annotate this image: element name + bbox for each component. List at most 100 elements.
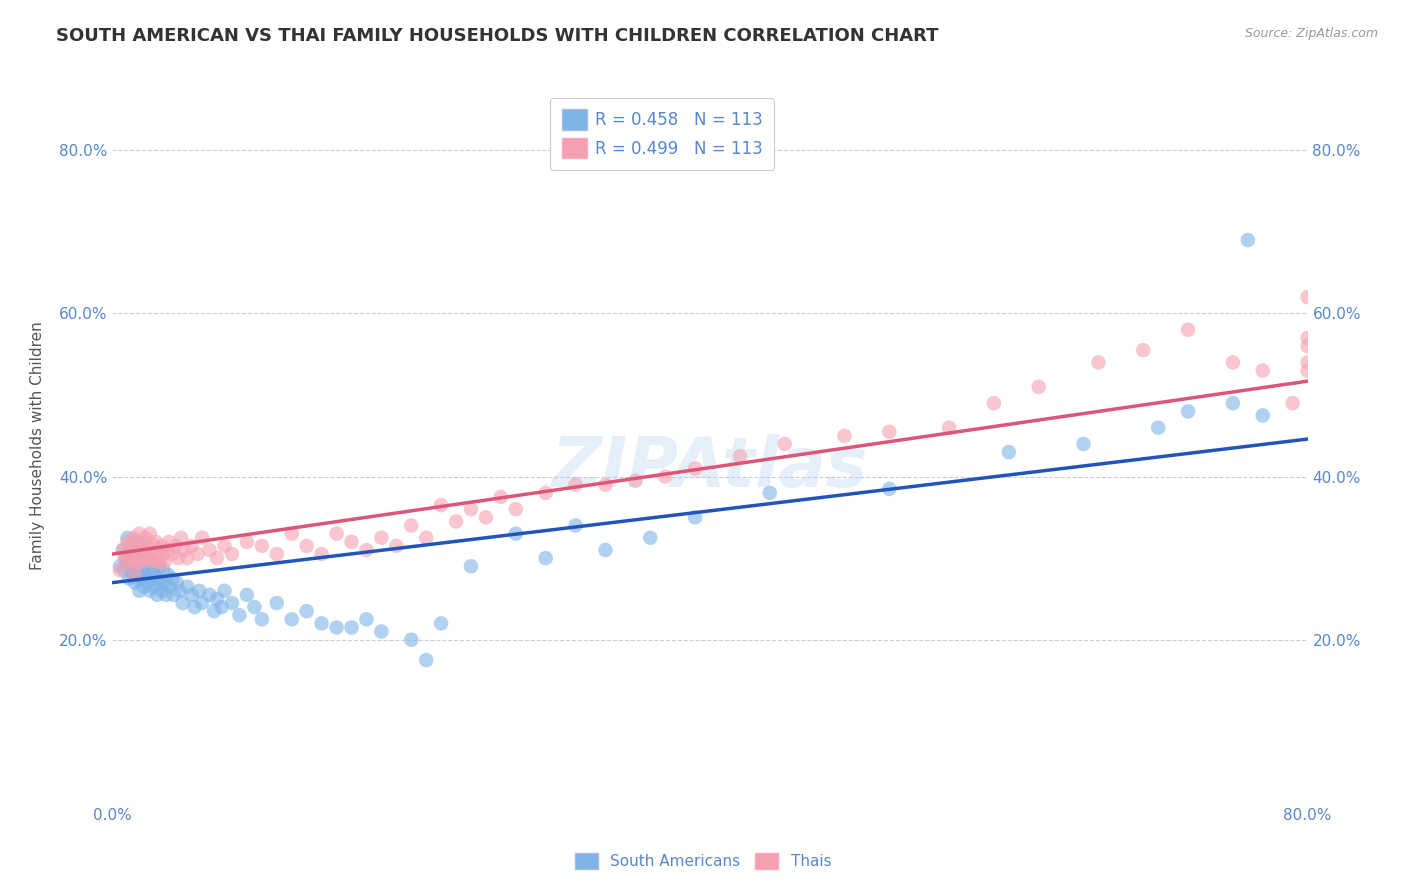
Point	[340, 620, 363, 634]
Point	[415, 531, 437, 545]
Point	[505, 526, 527, 541]
Point	[1177, 404, 1199, 418]
Point	[125, 551, 148, 566]
Point	[654, 469, 676, 483]
Point	[148, 543, 170, 558]
Point	[128, 543, 150, 558]
Point	[117, 534, 139, 549]
Point	[134, 567, 156, 582]
Point	[149, 555, 172, 569]
Point	[121, 555, 143, 569]
Point	[228, 608, 250, 623]
Point	[198, 588, 221, 602]
Point	[139, 543, 162, 558]
Point	[728, 449, 751, 463]
Point	[135, 539, 157, 553]
Point	[221, 547, 243, 561]
Point	[157, 534, 180, 549]
Point	[117, 531, 139, 545]
Text: SOUTH AMERICAN VS THAI FAMILY HOUSEHOLDS WITH CHILDREN CORRELATION CHART: SOUTH AMERICAN VS THAI FAMILY HOUSEHOLDS…	[56, 27, 939, 45]
Point	[1296, 355, 1319, 369]
Point	[311, 547, 333, 561]
Point	[131, 551, 153, 566]
Point	[879, 425, 901, 439]
Point	[120, 543, 142, 558]
Point	[111, 543, 134, 558]
Point	[124, 567, 146, 582]
Point	[759, 486, 782, 500]
Point	[173, 543, 195, 558]
Point	[138, 551, 160, 566]
Point	[125, 563, 148, 577]
Point	[202, 604, 225, 618]
Point	[236, 588, 259, 602]
Point	[834, 429, 856, 443]
Point	[211, 600, 233, 615]
Point	[640, 531, 662, 545]
Point	[167, 551, 190, 566]
Point	[124, 547, 146, 561]
Point	[176, 580, 198, 594]
Point	[145, 534, 167, 549]
Point	[120, 563, 142, 577]
Point	[1251, 409, 1274, 423]
Point	[243, 600, 266, 615]
Text: Source: ZipAtlas.com: Source: ZipAtlas.com	[1244, 27, 1378, 40]
Point	[127, 555, 149, 569]
Point	[118, 547, 141, 561]
Point	[415, 653, 437, 667]
Point	[1237, 233, 1260, 247]
Point	[1147, 420, 1170, 434]
Point	[139, 526, 162, 541]
Point	[114, 551, 135, 566]
Point	[138, 563, 160, 577]
Point	[564, 518, 586, 533]
Point	[205, 551, 228, 566]
Point	[146, 572, 169, 586]
Point	[983, 396, 1005, 410]
Point	[132, 580, 155, 594]
Point	[191, 596, 214, 610]
Point	[128, 555, 150, 569]
Point	[1251, 363, 1274, 377]
Point	[124, 575, 146, 590]
Point	[165, 539, 187, 553]
Point	[214, 539, 236, 553]
Point	[129, 547, 152, 561]
Point	[683, 510, 706, 524]
Point	[172, 596, 194, 610]
Point	[162, 572, 183, 586]
Point	[129, 547, 152, 561]
Point	[534, 551, 557, 566]
Point	[534, 486, 557, 500]
Point	[153, 555, 176, 569]
Text: ZIPAtlas: ZIPAtlas	[553, 434, 868, 501]
Point	[430, 616, 453, 631]
Point	[155, 588, 177, 602]
Point	[129, 567, 152, 582]
Point	[401, 632, 423, 647]
Point	[475, 510, 498, 524]
Point	[143, 580, 166, 594]
Point	[250, 612, 273, 626]
Point	[134, 551, 156, 566]
Point	[998, 445, 1021, 459]
Point	[281, 526, 304, 541]
Point	[564, 477, 586, 491]
Point	[166, 575, 188, 590]
Point	[162, 547, 183, 561]
Point	[108, 559, 131, 574]
Point	[132, 547, 155, 561]
Point	[141, 551, 163, 566]
Point	[1222, 355, 1244, 369]
Point	[128, 583, 150, 598]
Point	[489, 490, 512, 504]
Point	[139, 551, 162, 566]
Point	[120, 539, 142, 553]
Point	[108, 563, 131, 577]
Legend: R = 0.458   N = 113, R = 0.499   N = 113: R = 0.458 N = 113, R = 0.499 N = 113	[550, 97, 775, 169]
Point	[683, 461, 706, 475]
Legend: South Americans, Thais: South Americans, Thais	[569, 847, 837, 875]
Point	[146, 547, 169, 561]
Point	[122, 531, 145, 545]
